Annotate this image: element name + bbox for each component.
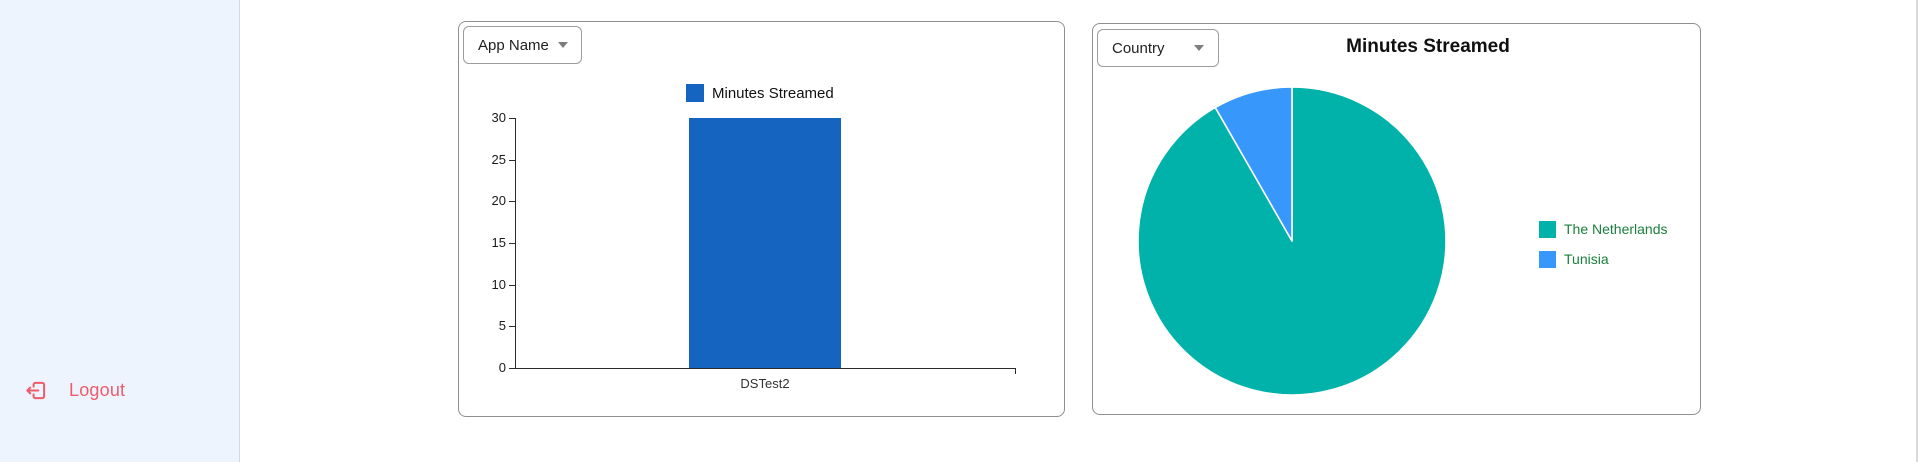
legend-label: The Netherlands bbox=[1564, 221, 1668, 237]
logout-button[interactable]: Logout bbox=[24, 379, 125, 402]
logout-label: Logout bbox=[69, 380, 126, 400]
y-axis-tick bbox=[509, 368, 515, 369]
pie-chart[interactable] bbox=[1136, 85, 1448, 397]
y-axis-tick-label: 30 bbox=[491, 110, 506, 125]
country-dropdown-label: Country bbox=[1112, 39, 1165, 57]
legend-label: Minutes Streamed bbox=[712, 84, 834, 102]
chevron-down-icon bbox=[1194, 45, 1204, 51]
x-axis-end-tick bbox=[1015, 368, 1016, 374]
legend-swatch bbox=[686, 84, 704, 102]
pie-chart-panel: Country Minutes Streamed The Netherlands… bbox=[1092, 23, 1701, 415]
y-axis-tick-label: 20 bbox=[491, 193, 506, 209]
y-axis-tick bbox=[509, 326, 515, 328]
y-axis-tick bbox=[509, 118, 515, 119]
y-axis-line bbox=[515, 118, 516, 369]
window-right-border bbox=[1916, 0, 1918, 462]
legend-swatch bbox=[1539, 250, 1556, 268]
x-axis-line bbox=[515, 368, 1016, 369]
y-axis-tick-label: 15 bbox=[491, 235, 506, 250]
country-dropdown[interactable]: Country bbox=[1097, 29, 1219, 67]
legend-swatch bbox=[1539, 220, 1556, 238]
app-name-dropdown-label: App Name bbox=[478, 36, 549, 54]
y-axis-tick-label: 25 bbox=[491, 151, 506, 167]
bar-chart-panel: App Name Minutes Streamed 0 5 10 15 20 25 30 D… bbox=[458, 21, 1065, 417]
legend-item[interactable]: The Netherlands bbox=[1539, 220, 1668, 238]
bar-chart-legend-item[interactable]: Minutes Streamed bbox=[686, 84, 834, 102]
y-axis-tick-label: 0 bbox=[498, 360, 506, 375]
chevron-down-icon bbox=[557, 42, 568, 48]
y-axis-tick-label: 5 bbox=[498, 318, 506, 334]
legend-item[interactable]: Tunisia bbox=[1539, 250, 1668, 268]
y-axis-tick bbox=[509, 159, 515, 161]
y-axis-tick-label: 10 bbox=[491, 276, 506, 292]
sidebar: Logout bbox=[0, 0, 240, 462]
y-axis-tick bbox=[509, 243, 515, 244]
y-axis-tick bbox=[509, 201, 515, 203]
pie-chart-legend: The Netherlands Tunisia bbox=[1539, 220, 1668, 280]
pie-chart-title: Minutes Streamed bbox=[1346, 36, 1510, 57]
y-axis-tick bbox=[509, 284, 515, 286]
pie-slice-tunisia[interactable] bbox=[1214, 86, 1293, 242]
x-axis-category-label: DSTest2 bbox=[740, 376, 790, 391]
logout-icon bbox=[24, 379, 47, 402]
bar-dstest2[interactable] bbox=[689, 118, 841, 368]
app-name-dropdown[interactable]: App Name bbox=[463, 26, 582, 64]
legend-label: Tunisia bbox=[1564, 251, 1609, 267]
